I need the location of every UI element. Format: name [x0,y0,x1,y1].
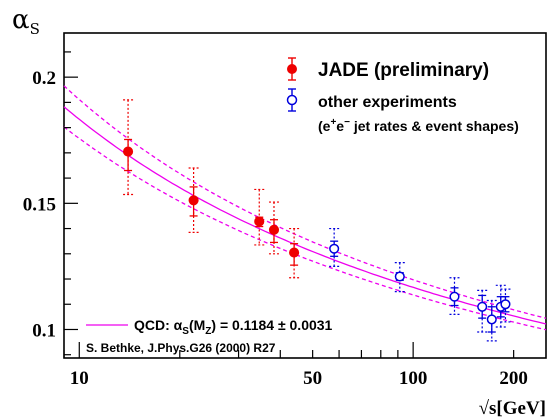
qcd-band-lower [63,126,547,331]
legend-jade: JADE (preliminary) [287,57,489,81]
jade-point-4 [289,247,300,258]
legend-other-marker [286,94,298,106]
qcd-band-upper [63,85,547,319]
x-tick-label: 10 [70,368,89,389]
x-tick-label: 200 [499,368,528,389]
y-tick-label: 0.1 [32,320,56,341]
y-tick-label: 0.15 [23,194,56,215]
other-point-4 [486,314,497,325]
axis-ticks [63,51,515,358]
other-point-6 [500,299,511,310]
legend-qcd-label: QCD: αS(MZ) = 0.1184 ± 0.0031 [134,317,333,337]
legend-other-label: other experiments [318,94,457,111]
jade-point-1 [188,195,199,206]
legend-jade-label: JADE (preliminary) [318,60,489,81]
y-tick-label: 0.2 [32,68,56,89]
x-tick-label: 50 [303,368,322,389]
qcd-curves [63,85,547,331]
data-points [123,146,511,325]
error-bars [123,99,511,342]
y-axis-label-alpha: α [12,5,30,35]
x-tick-label: 100 [399,368,428,389]
jade-point-3 [268,224,280,235]
jade-point-2 [254,216,265,227]
legend-jade-marker [287,64,297,74]
legend-qcd: QCD: αS(MZ) = 0.1184 ± 0.0031 S. Bethke,… [86,317,333,355]
jade-point-0 [123,146,134,157]
plot-frame [63,32,547,359]
legend-other: other experiments (e+e− jet rates & even… [286,88,519,134]
legend-reference: S. Bethke, J.Phys.G26 (2000) R27 [86,341,276,355]
legend-other-sublabel: (e+e− jet rates & event shapes) [318,117,519,134]
y-axis-label: αS [12,5,40,38]
other-point-0 [329,243,340,254]
other-point-3 [477,301,488,312]
y-axis-label-sub: S [30,20,40,38]
other-point-2 [449,291,460,302]
axis-tick-labels: 10 50 100 200 0.2 0.15 0.1 [23,68,528,389]
x-axis-label: √s[GeV] [479,398,546,418]
qcd-central [63,106,547,325]
other-point-1 [394,271,405,282]
